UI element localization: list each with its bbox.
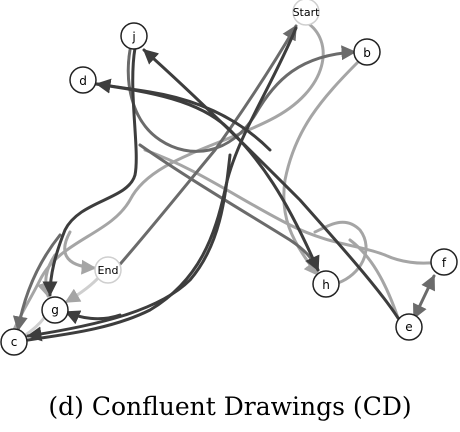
node-b-label: b [363, 46, 371, 60]
node-e-label: e [405, 320, 412, 334]
edge-to-d [95, 78, 272, 152]
node-e: e [395, 313, 423, 341]
node-j: j [120, 22, 148, 50]
edge-ef-link [412, 274, 436, 320]
node-g-label: g [51, 303, 59, 317]
node-g: g [41, 296, 69, 324]
node-start-label: Start [293, 6, 321, 19]
node-f: f [430, 248, 458, 276]
edge-to-g-dark [64, 310, 122, 325]
node-d: d [69, 66, 97, 94]
edge-to-c-mid [12, 233, 62, 332]
figure-caption: (d) Confluent Drawings (CD) [48, 392, 412, 421]
edge-to-end [63, 230, 97, 275]
edge-d-to-f-bundle [143, 148, 440, 265]
edge-j-to-g [42, 46, 138, 297]
node-h: h [312, 270, 340, 298]
graph-nodes: Start b j d End g c h [0, 0, 458, 356]
node-b: b [353, 38, 381, 66]
node-end: End [94, 256, 122, 284]
node-start: Start [292, 0, 321, 26]
edge-start-to-c [26, 26, 298, 342]
node-j-label: j [131, 30, 135, 44]
node-c-label: c [11, 335, 18, 349]
edge-h-loop [313, 220, 368, 285]
node-d-label: d [79, 74, 87, 88]
node-f-label: f [442, 256, 447, 270]
node-end-label: End [98, 264, 119, 277]
edge-to-c-dark [26, 153, 232, 342]
node-c: c [0, 328, 28, 356]
edge-end-to-g-light [64, 274, 102, 304]
edge-bundle-to-e [348, 238, 400, 320]
edge-bundles [12, 20, 440, 342]
edge-to-j [142, 48, 400, 320]
node-h-label: h [322, 278, 330, 292]
edge-start-to-h-bundle [12, 20, 325, 332]
